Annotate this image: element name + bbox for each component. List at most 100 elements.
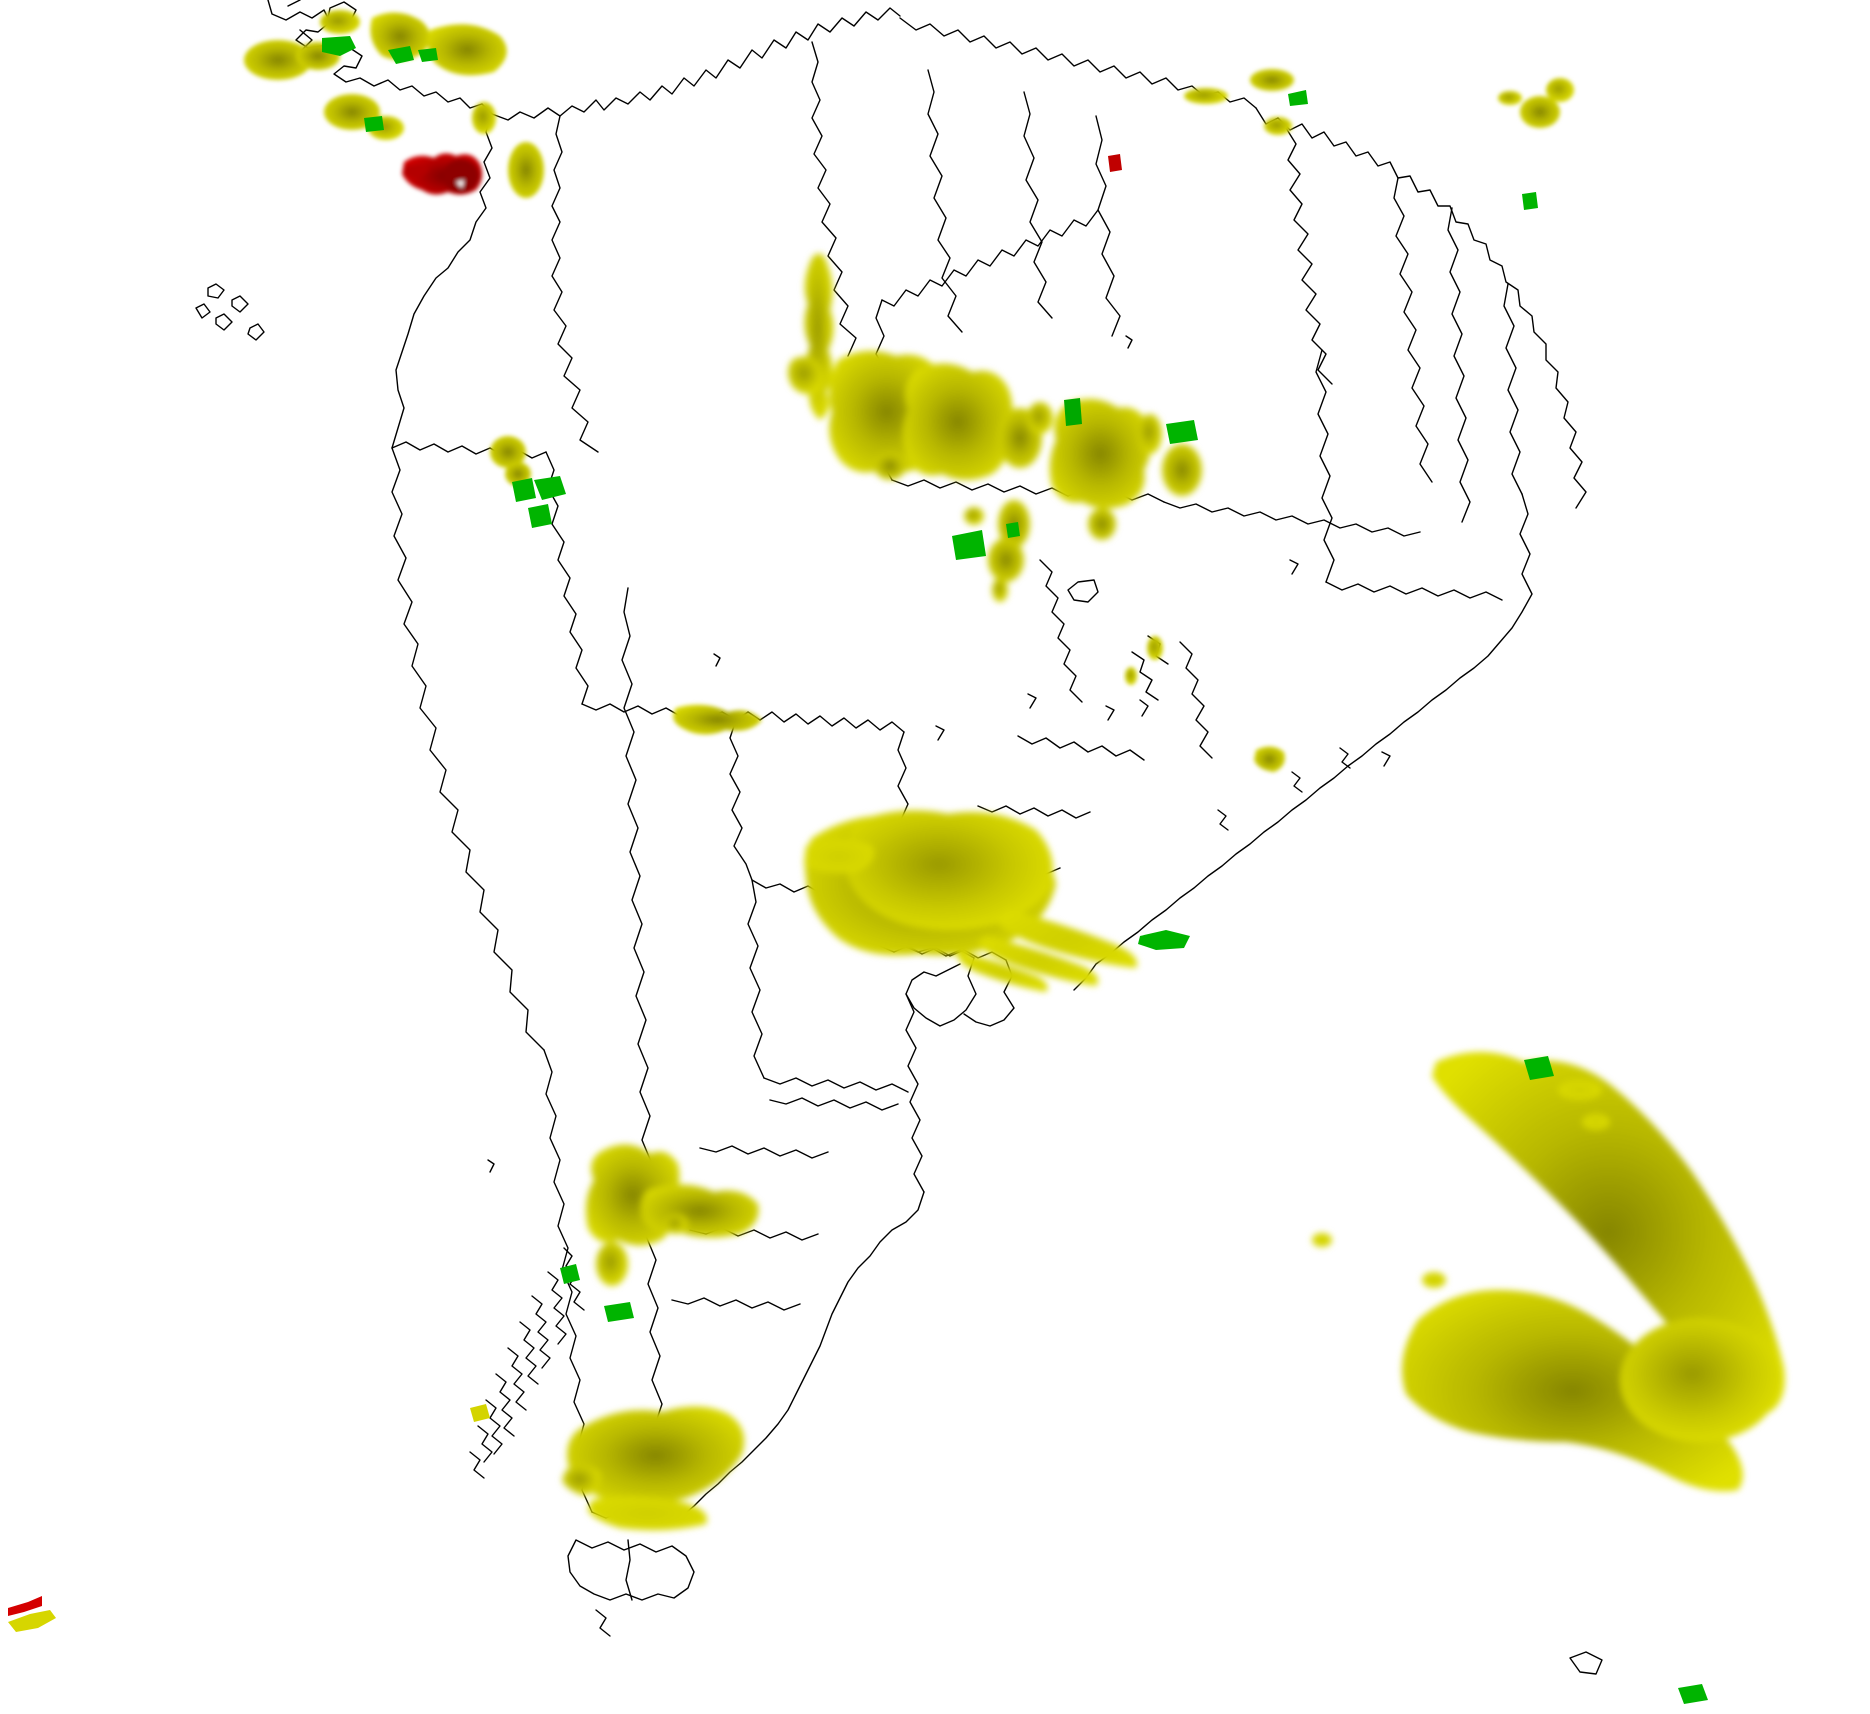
- raster-patch-yellow[interactable]: [978, 936, 1099, 986]
- raster-patch-yellow[interactable]: [804, 840, 874, 873]
- raster-patch-red[interactable]: [404, 164, 430, 178]
- raster-patch-yellow[interactable]: [673, 704, 762, 735]
- raster-patch-yellow[interactable]: [1546, 78, 1574, 102]
- raster-patch-yellow[interactable]: [846, 810, 1053, 931]
- boundary-colombia-interior: [391, 115, 493, 449]
- raster-patch-green[interactable]: [512, 478, 536, 502]
- raster-patch-yellow[interactable]: [1620, 1318, 1780, 1442]
- raster-patch-green[interactable]: [560, 1264, 580, 1284]
- raster-patch-green[interactable]: [1288, 90, 1308, 106]
- patch-group-patagonia[interactable]: [586, 1144, 759, 1286]
- raster-patch-yellow[interactable]: [244, 40, 312, 80]
- raster-patch-yellow[interactable]: [1250, 69, 1294, 91]
- raster-patch-green[interactable]: [1006, 522, 1020, 538]
- boundary-central-america: [267, 0, 493, 115]
- raster-patch-yellow[interactable]: [988, 538, 1024, 582]
- boundary-brazil-north-coast: [1255, 107, 1587, 509]
- raster-patch-yellow[interactable]: [788, 356, 823, 394]
- raster-patch-yellow[interactable]: [1582, 1114, 1610, 1130]
- raster-patch-green[interactable]: [418, 48, 438, 62]
- raster-patch-green[interactable]: [528, 504, 552, 528]
- boundary-fjords-9: [469, 1451, 485, 1479]
- raster-patch-yellow[interactable]: [1312, 1233, 1332, 1247]
- raster-patch-green[interactable]: [1064, 398, 1082, 426]
- raster-patch-yellow[interactable]: [1027, 402, 1053, 434]
- boundary-coastal-detail-2: [1217, 809, 1229, 831]
- patch-group-atlantic-islands-north[interactable]: [1184, 69, 1574, 135]
- patch-group-bottom-left-islands[interactable]: [8, 1596, 56, 1632]
- raster-patch-yellow[interactable]: [903, 363, 1013, 480]
- patch-group-central-brazil[interactable]: [788, 253, 1202, 603]
- raster-patch-yellow[interactable]: [1162, 444, 1202, 496]
- raster-patch-yellow[interactable]: [957, 952, 1048, 992]
- boundary-hook-3: [713, 653, 721, 667]
- raster-patch-yellow[interactable]: [996, 910, 1138, 968]
- raster-patch-yellow[interactable]: [470, 1404, 490, 1422]
- raster-patch-yellow[interactable]: [1147, 636, 1163, 660]
- boundary-minas-saopaulo: [1179, 641, 1213, 759]
- raster-patch-green[interactable]: [1678, 1684, 1708, 1704]
- boundary-argentina-coast: [681, 1191, 925, 1517]
- raster-patch-yellow[interactable]: [1558, 1080, 1602, 1100]
- patch-group-south-atlantic[interactable]: [1312, 1047, 1790, 1492]
- raster-patch-yellow[interactable]: [1088, 508, 1116, 540]
- raster-patch-red-hole: [456, 180, 464, 188]
- raster-patch-yellow[interactable]: [1520, 96, 1560, 128]
- raster-patch-green[interactable]: [604, 1302, 634, 1322]
- raster-patch-green[interactable]: [1166, 420, 1198, 444]
- boundary-goias-minas: [1039, 559, 1083, 703]
- boundary-south-atlantic-islands: [1569, 1651, 1603, 1675]
- boundary-argentina-prov-7: [671, 1297, 801, 1311]
- raster-patch-green[interactable]: [534, 476, 566, 500]
- boundary-fjords-3: [531, 1295, 551, 1369]
- boundary-chile-east: [621, 587, 665, 1477]
- raster-patch-yellow[interactable]: [1049, 398, 1152, 509]
- raster-patch-green[interactable]: [388, 46, 414, 64]
- raster-patch-red[interactable]: [443, 159, 479, 193]
- raster-patch-yellow[interactable]: [8, 1610, 56, 1632]
- raster-patch-yellow[interactable]: [992, 578, 1008, 602]
- raster-patch-yellow[interactable]: [567, 1406, 745, 1505]
- raster-patch-green[interactable]: [322, 36, 356, 56]
- raster-patch-yellow[interactable]: [664, 1214, 688, 1234]
- boundary-para-maranhao: [1393, 177, 1433, 483]
- raster-patch-green[interactable]: [1524, 1056, 1554, 1080]
- raster-patch-yellow[interactable]: [596, 1242, 628, 1286]
- patch-group-andes-red[interactable]: [402, 153, 483, 195]
- raster-patch-yellow[interactable]: [370, 12, 431, 61]
- boundary-parana-santacatarina: [977, 805, 1091, 819]
- boundary-fjords-5: [507, 1347, 527, 1411]
- raster-patch-red[interactable]: [8, 1596, 42, 1616]
- raster-patch-yellow[interactable]: [1254, 746, 1285, 772]
- raster-patch-yellow[interactable]: [1498, 91, 1522, 105]
- raster-patch-green[interactable]: [952, 530, 986, 560]
- boundary-hook-5: [935, 725, 945, 741]
- raster-patch-green[interactable]: [1138, 930, 1190, 950]
- raster-patch-yellow[interactable]: [964, 507, 984, 525]
- raster-patch-yellow[interactable]: [427, 24, 507, 76]
- raster-patch-yellow[interactable]: [508, 142, 544, 198]
- raster-patch-yellow[interactable]: [490, 436, 526, 468]
- raster-patch-yellow[interactable]: [320, 10, 360, 34]
- patch-group-tierra-del-fuego[interactable]: [562, 1406, 745, 1531]
- boundary-frguiana-brazil: [1095, 115, 1121, 337]
- raster-patch-yellow[interactable]: [472, 102, 496, 134]
- raster-patch-yellow[interactable]: [562, 1465, 601, 1496]
- raster-patch-green[interactable]: [1522, 192, 1538, 210]
- boundary-bahia-minas: [1325, 581, 1503, 601]
- raster-patch-yellow[interactable]: [1184, 88, 1228, 104]
- boundary-pacific-islands: [195, 283, 265, 341]
- raster-patch-yellow[interactable]: [874, 452, 906, 480]
- raster-patch-yellow[interactable]: [1264, 117, 1292, 135]
- raster-patch-yellow[interactable]: [1125, 667, 1137, 685]
- raster-patch-green[interactable]: [364, 116, 384, 132]
- raster-patch-yellow[interactable]: [1402, 1290, 1743, 1492]
- raster-patch-yellow[interactable]: [588, 1496, 707, 1531]
- raster-patch-yellow[interactable]: [1138, 414, 1162, 454]
- patch-group-southern-brazil[interactable]: [804, 810, 1138, 992]
- raster-patch-red[interactable]: [1108, 154, 1122, 172]
- distribution-raster-layer[interactable]: [8, 10, 1790, 1704]
- raster-patch-yellow[interactable]: [1422, 1272, 1446, 1288]
